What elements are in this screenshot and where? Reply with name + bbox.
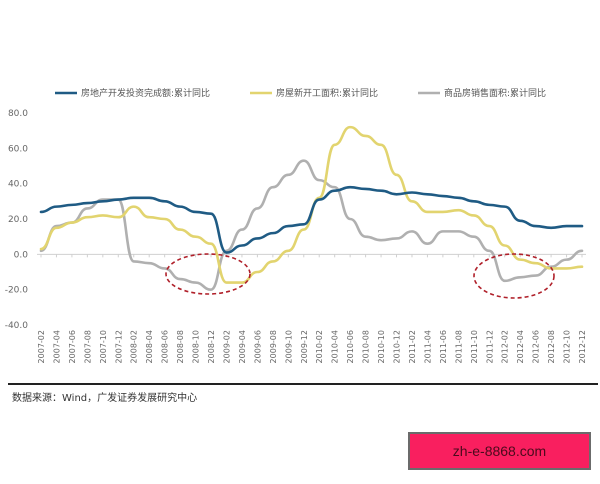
x-tick-label: 2011-04 xyxy=(423,330,432,363)
x-tick-label: 2012-02 xyxy=(501,330,510,363)
annotations xyxy=(165,253,555,299)
legend-label: 商品房销售面积:累计同比 xyxy=(444,87,546,99)
x-tick-label: 2012-04 xyxy=(516,330,525,363)
y-tick-label: -20.0 xyxy=(5,286,29,296)
series-line-2 xyxy=(39,159,584,291)
y-tick-label: 60.0 xyxy=(8,144,28,154)
x-tick-label: 2008-04 xyxy=(145,330,154,363)
legend: 房地产开发投资完成额:累计同比 房屋新开工面积:累计同比 商品房销售面积:累计同比 xyxy=(55,87,546,99)
x-tick-label: 2010-08 xyxy=(362,330,371,363)
y-tick-label: -40.0 xyxy=(5,321,29,331)
x-tick-label: 2010-02 xyxy=(315,330,324,363)
x-tick-label: 2008-06 xyxy=(161,330,170,363)
x-tick-label: 2010-10 xyxy=(377,330,386,363)
source-note: 数据来源：Wind，广发证券发展研究中心 xyxy=(12,393,198,404)
x-tick-label: 2007-12 xyxy=(114,330,123,363)
x-tick-label: 2009-02 xyxy=(222,330,231,363)
x-tick-label: 2010-12 xyxy=(393,330,402,363)
legend-label: 房地产开发投资完成额:累计同比 xyxy=(81,87,210,99)
x-tick-label: 2010-04 xyxy=(331,330,340,363)
x-tick-label: 2011-08 xyxy=(454,330,463,363)
x-tick-label: 2007-08 xyxy=(83,330,92,363)
y-tick-label: 0.0 xyxy=(14,250,29,260)
x-tick-label: 2008-10 xyxy=(192,330,201,363)
source-divider xyxy=(8,383,598,385)
x-tick-label: 2008-02 xyxy=(130,330,139,363)
x-tick-label: 2009-06 xyxy=(253,330,262,363)
x-tick-label: 2009-12 xyxy=(300,330,309,363)
x-tick-label: 2011-02 xyxy=(408,330,417,363)
watermark-badge: zh-e-8868.com xyxy=(408,432,591,470)
x-tick-label: 2012-10 xyxy=(563,330,572,363)
x-tick-label: 2011-12 xyxy=(485,330,494,363)
x-axis: 2007-02 2007-04 2007-06 2007-08 2007-10 2007-… xyxy=(37,253,587,363)
x-tick-label: 2007-04 xyxy=(52,330,61,363)
x-tick-label: 2007-10 xyxy=(99,330,108,363)
x-tick-label: 2012-08 xyxy=(547,330,556,363)
x-tick-label: 2007-06 xyxy=(68,330,77,363)
x-tick-label: 2008-12 xyxy=(207,330,216,363)
series-lines xyxy=(39,125,584,291)
x-tick-label: 2011-10 xyxy=(470,330,479,363)
y-tick-label: 80.0 xyxy=(8,109,28,119)
x-tick-label: 2012-06 xyxy=(532,330,541,363)
x-tick-label: 2009-10 xyxy=(284,330,293,363)
annotation-ellipse-2012 xyxy=(473,253,555,299)
annotation-ellipse-2009 xyxy=(165,253,251,295)
x-tick-label: 2009-04 xyxy=(238,330,247,363)
x-tick-label: 2009-08 xyxy=(269,330,278,363)
y-axis: 80.0 60.0 40.0 20.0 0.0 -20.0 -40.0 xyxy=(5,109,29,331)
y-tick-label: 40.0 xyxy=(8,180,28,190)
x-tick-label: 2011-06 xyxy=(439,330,448,363)
y-tick-label: 20.0 xyxy=(8,215,28,225)
watermark-text: zh-e-8868.com xyxy=(452,443,547,459)
x-tick-label: 2010-06 xyxy=(346,330,355,363)
legend-label: 房屋新开工面积:累计同比 xyxy=(276,87,378,99)
x-tick-label: 2007-02 xyxy=(37,330,46,363)
x-tick-label: 2008-08 xyxy=(176,330,185,363)
series-line-0 xyxy=(39,185,584,254)
x-tick-label: 2012-12 xyxy=(578,330,587,363)
